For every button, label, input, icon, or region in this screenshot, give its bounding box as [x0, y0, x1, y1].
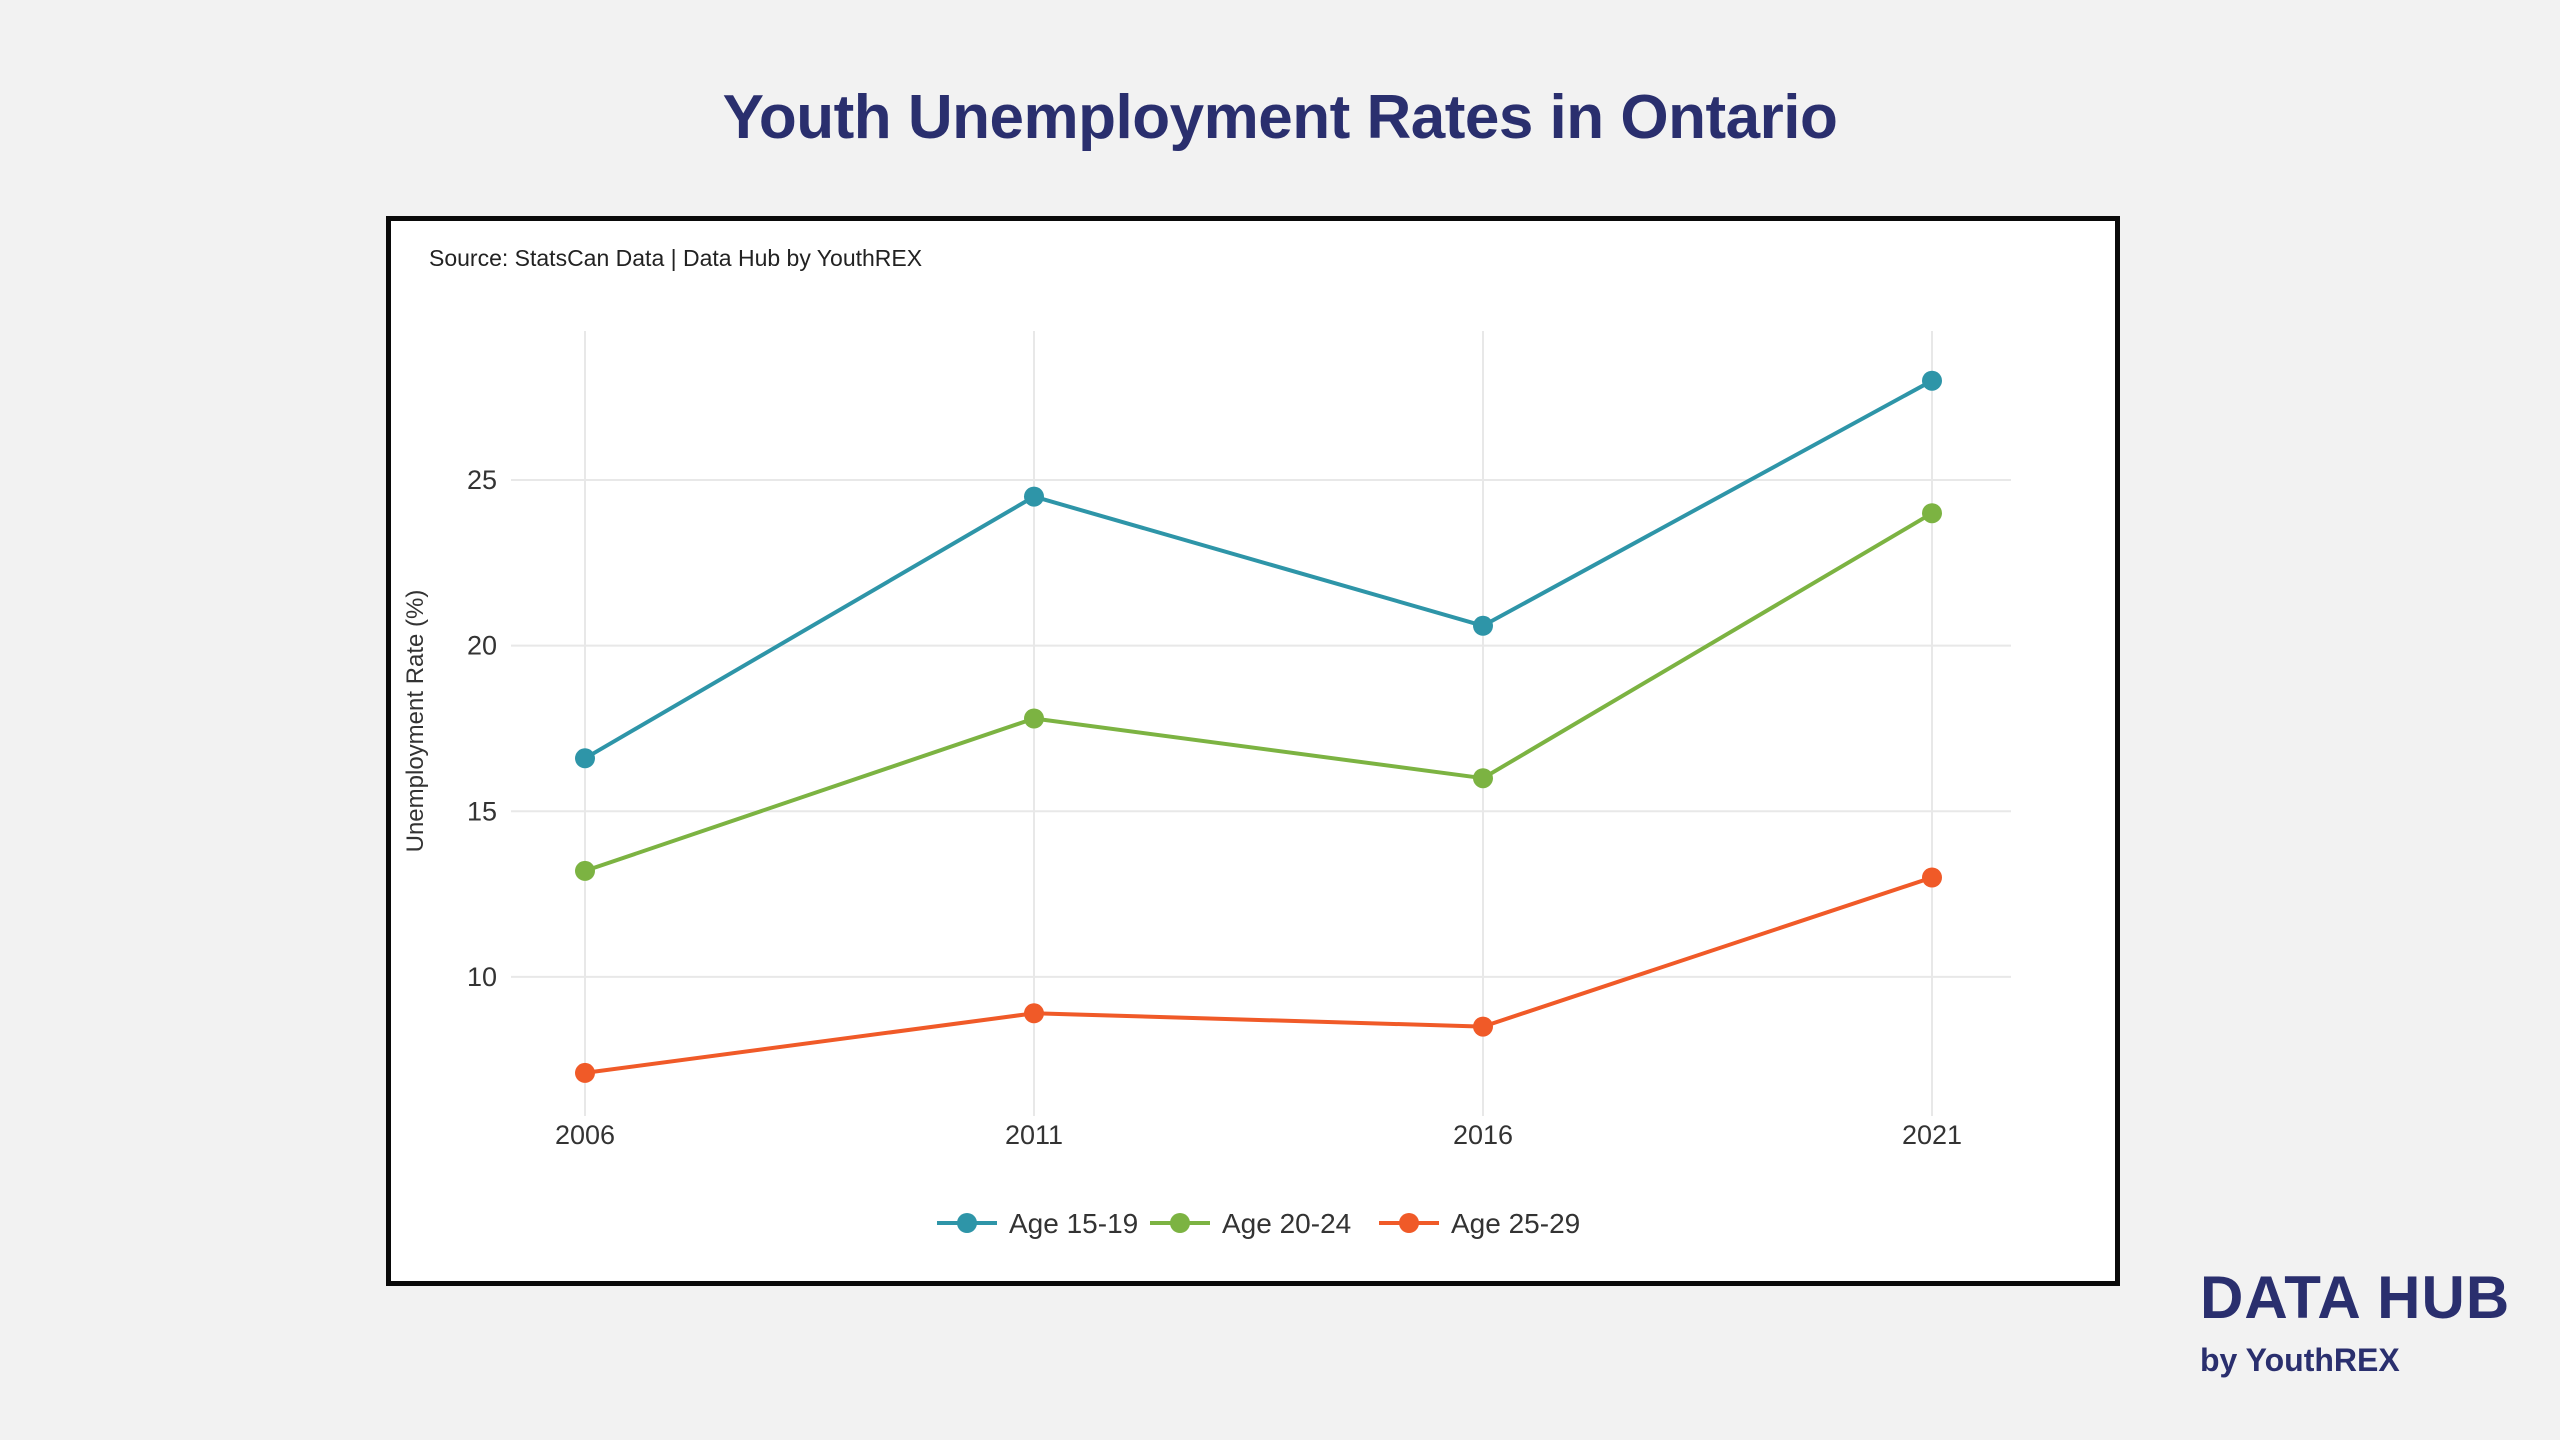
data-point: [1473, 768, 1493, 789]
line-chart: 2006 2011 2016 2021 10 15 20 25 Unemployment Rat…: [402, 331, 2011, 1239]
data-point: [1473, 1016, 1493, 1037]
legend-swatch-marker: [1170, 1213, 1190, 1233]
data-point: [575, 1062, 595, 1083]
source-note: Source: StatsCan Data | Data Hub by Yout…: [429, 245, 923, 271]
data-point: [1922, 867, 1942, 888]
y-tick-label: 25: [467, 465, 497, 495]
x-tick-label: 2011: [1005, 1120, 1063, 1150]
brand-logo: DATA HUB by YouthREX: [2200, 1268, 2510, 1379]
series-layer: [575, 370, 1942, 1083]
y-tick-label: 20: [467, 631, 497, 661]
x-tick-label: 2021: [1902, 1120, 1962, 1150]
legend-layer: Age 15-19 Age 20-24 Age 25-29: [937, 1208, 1580, 1239]
y-tick-label: 15: [467, 796, 497, 826]
data-point: [1024, 708, 1044, 729]
legend-label: Age 20-24: [1222, 1208, 1351, 1239]
data-point: [575, 748, 595, 769]
legend-swatch-marker: [1399, 1213, 1419, 1233]
legend-label: Age 25-29: [1451, 1208, 1580, 1239]
data-point: [1922, 503, 1942, 524]
data-point: [1922, 370, 1942, 391]
x-tick-label: 2006: [555, 1120, 615, 1150]
grid-layer: [511, 331, 2011, 1116]
y-tick-label: 10: [467, 962, 497, 992]
y-axis-label: Unemployment Rate (%): [402, 590, 429, 853]
x-tick-label: 2016: [1453, 1120, 1513, 1150]
data-point: [1024, 486, 1044, 507]
chart-frame: Source: StatsCan Data | Data Hub by Yout…: [386, 216, 2120, 1286]
series-line: [584, 875, 1933, 1075]
legend-swatch-marker: [957, 1213, 977, 1233]
data-point: [575, 860, 595, 881]
page-title: Youth Unemployment Rates in Ontario: [722, 83, 1838, 152]
brand-title: DATA HUB: [2200, 1264, 2511, 1331]
axis-layer: 2006 2011 2016 2021 10 15 20 25 Unemployment Rat…: [402, 465, 1962, 1150]
series-line: [583, 378, 1933, 761]
series-line: [584, 511, 1934, 873]
data-point: [1024, 1003, 1044, 1024]
legend-label: Age 15-19: [1009, 1208, 1138, 1239]
data-point: [1473, 615, 1493, 636]
brand-subtitle: by YouthREX: [2200, 1342, 2400, 1378]
